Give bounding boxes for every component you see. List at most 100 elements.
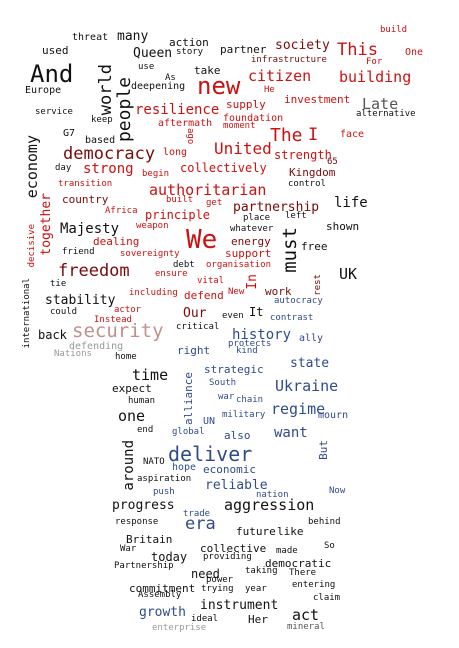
word: rest (313, 274, 323, 296)
word: resilience (135, 102, 220, 118)
word: based (85, 135, 116, 146)
word: shown (326, 220, 360, 233)
word: decisive (27, 224, 37, 268)
word: Her (248, 613, 268, 626)
word: commitment (129, 582, 196, 595)
word: global (172, 427, 205, 437)
word: like (277, 525, 304, 538)
word: take (194, 64, 221, 77)
word: nation (256, 490, 289, 500)
word: future (236, 525, 276, 538)
word: act (292, 606, 320, 624)
word: For (366, 57, 383, 67)
word: Britain (126, 533, 173, 546)
word: Nations (54, 349, 92, 359)
word: citizen (248, 67, 312, 85)
word: deliver (168, 442, 253, 466)
word: story (176, 47, 204, 57)
word: claim (313, 593, 341, 603)
word: begin (142, 169, 170, 179)
word: We (186, 225, 218, 255)
word: He (264, 85, 275, 95)
word: whatever (230, 224, 274, 234)
word: push (153, 487, 175, 497)
word: Majesty (60, 221, 120, 237)
word: kind (236, 346, 258, 356)
word: left (285, 211, 307, 221)
word: 65 (327, 157, 338, 167)
word: Now (329, 486, 346, 496)
word: history (232, 327, 292, 343)
word: regime (271, 400, 326, 418)
word: partnership (233, 200, 320, 215)
word: alternative (356, 109, 416, 119)
word: support (225, 247, 272, 260)
word: state (290, 356, 330, 371)
word: aggression (224, 496, 315, 514)
word: need (191, 567, 220, 581)
word: new (197, 72, 241, 100)
word: So (324, 541, 335, 551)
word: behind (308, 517, 341, 527)
word: international (22, 278, 32, 349)
word: One (405, 47, 424, 58)
word: authoritarian (149, 181, 267, 199)
word: I (308, 125, 319, 145)
word: home (115, 352, 137, 362)
word: vital (197, 276, 225, 286)
word: autocracy (274, 296, 323, 306)
word: must (279, 227, 301, 273)
word: today (151, 550, 188, 564)
word: defend (184, 289, 224, 302)
word: Queen (133, 46, 173, 61)
word: defending (69, 341, 124, 352)
word: partner (220, 43, 267, 56)
word: built (166, 195, 194, 205)
word: freedom (58, 261, 130, 281)
word: aftermath (158, 118, 213, 129)
word: stability (45, 293, 116, 308)
word: trade (183, 509, 211, 519)
word: life (334, 195, 368, 211)
word: instrument (200, 598, 279, 613)
word: Partnership (114, 561, 174, 571)
word: keep (91, 115, 113, 125)
word: transition (58, 179, 113, 189)
word: around (121, 440, 137, 491)
word: made (276, 546, 298, 556)
word: Late (362, 95, 399, 113)
word: critical (176, 322, 220, 332)
word: control (288, 179, 326, 189)
word: reliable (205, 478, 268, 493)
word: many (117, 29, 149, 44)
word: supply (226, 98, 266, 111)
word: security (72, 320, 164, 342)
word: country (62, 193, 109, 206)
word: strong (83, 161, 134, 177)
word: mourn (318, 410, 349, 421)
word: end (137, 425, 154, 435)
word: There (289, 568, 317, 578)
word: Our (183, 306, 207, 321)
word: UN (203, 416, 216, 427)
word: democratic (265, 557, 332, 570)
word: Africa (105, 206, 138, 216)
word: collectively (180, 161, 267, 175)
word: organisation (206, 260, 272, 270)
word: protects (228, 339, 272, 349)
word: economy (23, 135, 41, 199)
word: want (274, 425, 308, 441)
word: trying (201, 584, 234, 594)
word: infrastructure (251, 55, 327, 65)
word: friend (62, 247, 95, 257)
word: entering (292, 580, 336, 590)
word: It (249, 305, 264, 319)
word: actor (114, 305, 142, 315)
word: expect (112, 382, 152, 395)
word: also (224, 429, 251, 442)
word: moment (223, 121, 256, 131)
word: day (55, 163, 72, 173)
word: build (380, 25, 408, 35)
word: could (50, 307, 78, 317)
word: enterprise (152, 623, 207, 633)
